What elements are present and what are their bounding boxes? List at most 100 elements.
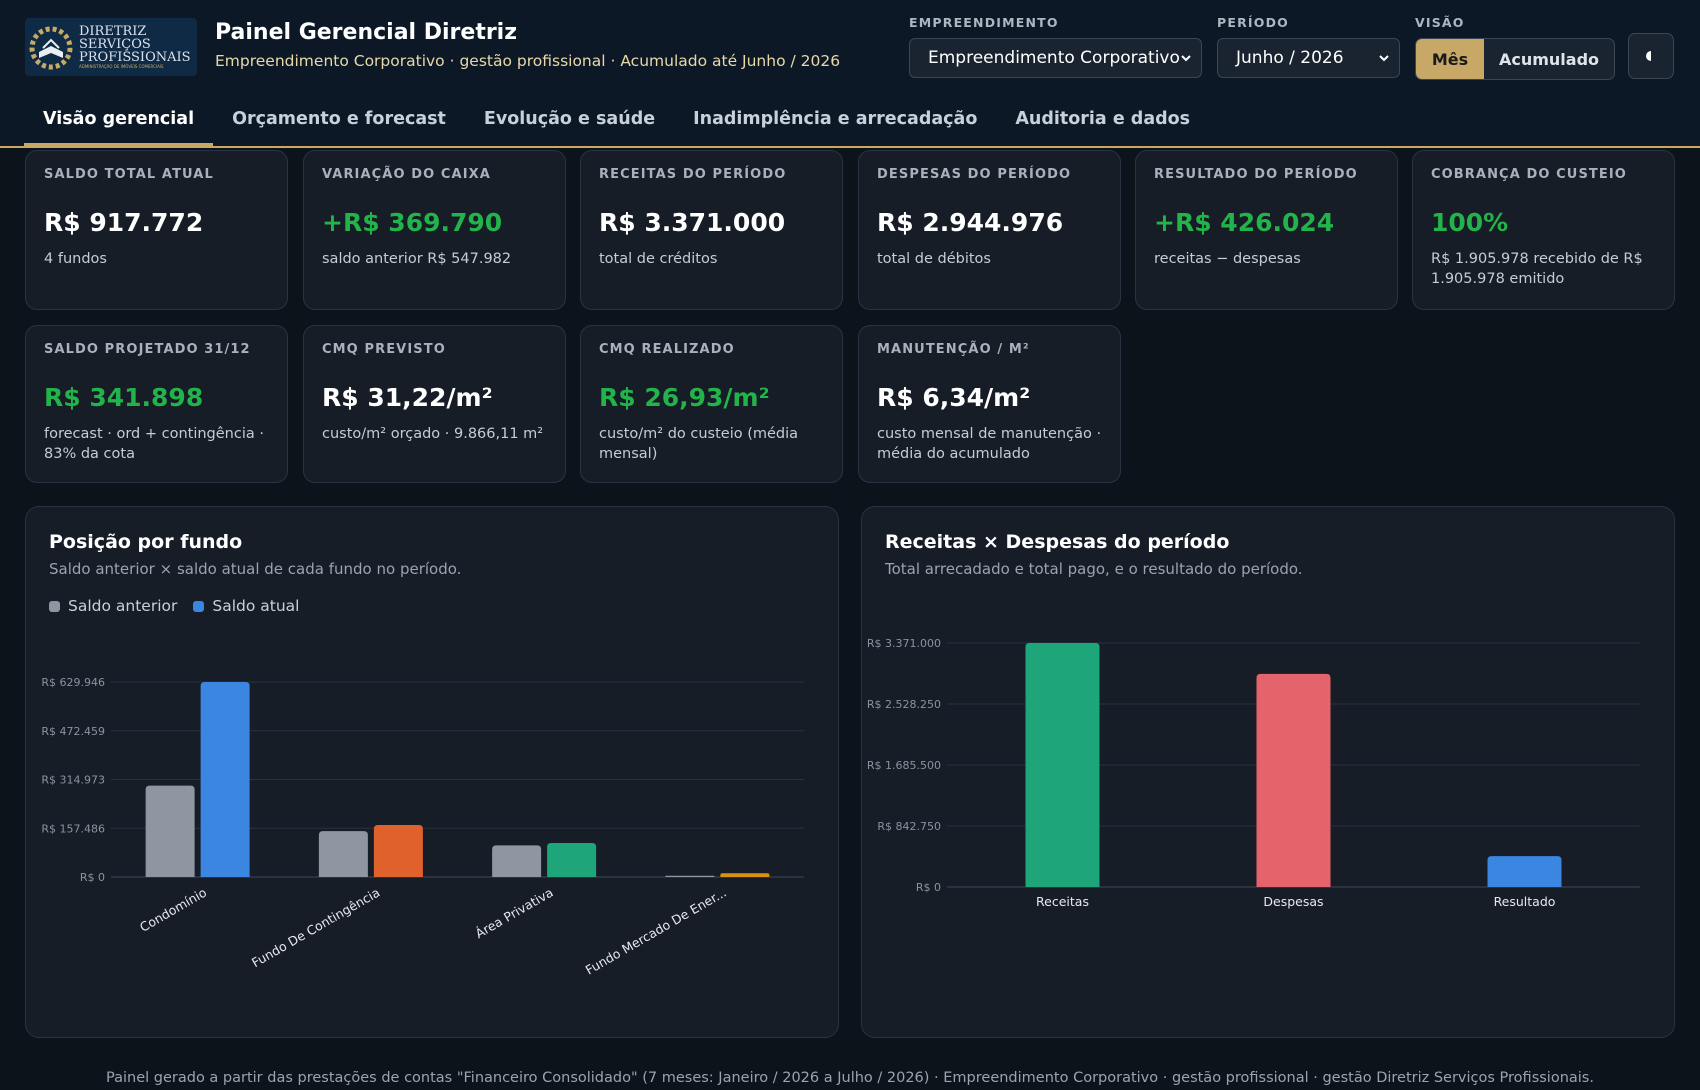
logo-tagline: ADMINISTRAÇÃO DE IMÓVEIS COMERCIAIS [79, 64, 164, 69]
kpi-value: R$ 26,93/m² [599, 383, 770, 412]
x-tick-label: Fundo Mercado De Ener... [583, 885, 729, 978]
y-tick-label: R$ 472.459 [41, 725, 105, 738]
kpi-label: RESULTADO DO PERÍODO [1154, 167, 1358, 182]
theme-toggle-button[interactable] [1628, 33, 1674, 79]
x-tick-label: Resultado [1494, 894, 1556, 909]
company-logo: DIRETRIZ SERVIÇOS PROFISSIONAIS ADMINIST… [25, 18, 197, 76]
chart-legend: Saldo anterior Saldo atual [49, 597, 299, 615]
periodo-label: PERÍODO [1217, 15, 1290, 30]
y-tick-label: R$ 1.685.500 [867, 759, 941, 772]
panel-posicao-fundo: Posição por fundo Saldo anterior × saldo… [25, 506, 839, 1038]
kpi-desc: total de créditos [599, 251, 718, 267]
kpi-card-manutencao-m2: MANUTENÇÃO / M² R$ 6,34/m² custo mensal … [858, 325, 1121, 483]
revenue-expense-chart: R$ 0 R$ 842.750 R$ 1.685.500 R$ 2.528.250 R$… [867, 637, 1640, 909]
kpi-label: CMQ PREVISTO [322, 342, 446, 357]
kpi-label: MANUTENÇÃO / M² [877, 342, 1030, 357]
panel-title: Posição por fundo [49, 531, 243, 553]
y-tick-label: R$ 0 [80, 871, 105, 884]
logo-line2: SERVIÇOS [79, 37, 151, 52]
panel-subtitle: Saldo anterior × saldo atual de cada fun… [49, 560, 462, 578]
empreendimento-select[interactable]: Empreendimento Corporativo [909, 38, 1202, 78]
kpi-value: R$ 2.944.976 [877, 208, 1064, 237]
panel-title: Receitas × Despesas do período [885, 531, 1230, 553]
y-tick-label: R$ 0 [916, 881, 941, 894]
tab-evolucao-saude[interactable]: Evolução e saúde [483, 109, 656, 129]
bar-saldo-atual [373, 824, 423, 877]
kpi-card-saldo-total: SALDO TOTAL ATUAL R$ 917.772 4 fundos [25, 150, 288, 310]
y-tick-label: R$ 157.486 [41, 822, 105, 835]
kpi-label: SALDO PROJETADO 31/12 [44, 342, 251, 357]
visao-option-mes[interactable]: Mês [1416, 39, 1484, 79]
kpi-desc: R$ 1.905.978 recebido de R$ 1.905.978 em… [1431, 251, 1643, 287]
legend-label: Saldo atual [212, 597, 300, 615]
kpi-desc: 4 fundos [44, 251, 107, 267]
legend-label: Saldo anterior [68, 597, 178, 615]
bar-despesas [1256, 673, 1331, 887]
bar-saldo-anterior [145, 785, 195, 877]
page-title: Painel Gerencial Diretriz [215, 20, 518, 45]
bar-resultado [1487, 856, 1562, 887]
kpi-desc: forecast · ord + contingência · 83% da c… [44, 426, 264, 462]
bar-saldo-anterior [665, 875, 715, 877]
visao-option-acumulado[interactable]: Acumulado [1498, 49, 1600, 69]
legend-item-saldo-anterior[interactable]: Saldo anterior [49, 597, 177, 615]
page-subtitle: Empreendimento Corporativo · gestão prof… [215, 52, 841, 70]
x-tick-label: Área Privativa [473, 885, 556, 942]
tab-visao-gerencial[interactable]: Visão gerencial [24, 92, 214, 146]
tab-inadimplencia[interactable]: Inadimplência e arrecadação [693, 109, 978, 129]
bar-saldo-anterior [318, 831, 368, 877]
kpi-label: COBRANÇA DO CUSTEIO [1431, 167, 1627, 182]
kpi-card-despesas: DESPESAS DO PERÍODO R$ 2.944.976 total d… [858, 150, 1121, 310]
kpi-label: DESPESAS DO PERÍODO [877, 167, 1072, 182]
kpi-value: R$ 3.371.000 [599, 208, 786, 237]
app-header: DIRETRIZ SERVIÇOS PROFISSIONAIS ADMINIST… [0, 0, 1700, 148]
bar-saldo-atual [720, 873, 770, 877]
bar-receitas [1025, 643, 1100, 887]
visao-toggle: Mês Acumulado [1415, 38, 1615, 80]
empreendimento-value: Empreendimento Corporativo [928, 48, 1180, 68]
kpi-value: R$ 341.898 [44, 383, 204, 412]
kpi-value: +R$ 369.790 [322, 208, 503, 237]
kpi-card-cmq-realizado: CMQ REALIZADO R$ 26,93/m² custo/m² do cu… [580, 325, 843, 483]
kpi-desc: total de débitos [877, 251, 991, 267]
kpi-card-variacao-caixa: VARIAÇÃO DO CAIXA +R$ 369.790 saldo ante… [303, 150, 566, 310]
y-tick-label: R$ 842.750 [877, 820, 941, 833]
page-footer: Painel gerado a partir das prestações de… [106, 1070, 1594, 1086]
periodo-select[interactable]: Junho / 2026 [1217, 38, 1400, 78]
chevron-down-icon [1379, 55, 1389, 62]
kpi-value: R$ 917.772 [44, 208, 204, 237]
kpi-desc: receitas − despesas [1154, 251, 1301, 267]
kpi-card-resultado: RESULTADO DO PERÍODO +R$ 426.024 receita… [1135, 150, 1398, 310]
kpi-label: VARIAÇÃO DO CAIXA [322, 167, 491, 182]
logo-line1: DIRETRIZ [79, 24, 147, 39]
y-tick-label: R$ 629.946 [41, 676, 105, 689]
bar-saldo-anterior [492, 845, 542, 877]
tab-orcamento-forecast[interactable]: Orçamento e forecast [232, 109, 446, 129]
x-tick-label: Receitas [1036, 894, 1089, 909]
kpi-card-cobranca: COBRANÇA DO CUSTEIO 100% R$ 1.905.978 re… [1412, 150, 1675, 310]
x-tick-label: Despesas [1263, 894, 1323, 909]
kpi-desc: custo/m² do custeio (média mensal) [599, 426, 799, 462]
fund-position-chart: R$ 0 R$ 157.486 R$ 314.973 R$ 472.459 R$ 629… [41, 676, 804, 978]
main-tabs: Visão gerencial Orçamento e forecast Evo… [24, 92, 1209, 146]
tab-auditoria[interactable]: Auditoria e dados [1015, 109, 1191, 129]
periodo-value: Junho / 2026 [1236, 48, 1344, 68]
kpi-label: SALDO TOTAL ATUAL [44, 167, 214, 182]
half-moon-icon [1646, 51, 1651, 61]
chevron-down-icon [1181, 55, 1191, 62]
bar-saldo-atual [200, 682, 250, 877]
x-tick-label: Fundo De Contingência [249, 885, 382, 971]
kpi-label: RECEITAS DO PERÍODO [599, 167, 787, 182]
logo-line3: PROFISSIONAIS [79, 50, 191, 65]
legend-item-saldo-atual[interactable]: Saldo atual [193, 597, 299, 615]
kpi-value: +R$ 426.024 [1154, 208, 1335, 237]
legend-swatch [49, 600, 60, 612]
panel-receitas-despesas: Receitas × Despesas do período Total arr… [861, 506, 1675, 1038]
kpi-value: R$ 31,22/m² [322, 383, 493, 412]
visao-label: VISÃO [1415, 15, 1465, 30]
panel-subtitle: Total arrecadado e total pago, e o resul… [885, 560, 1303, 578]
gear-book-icon [29, 26, 73, 70]
kpi-desc: saldo anterior R$ 547.982 [322, 251, 512, 267]
kpi-desc: custo/m² orçado · 9.866,11 m² [322, 426, 544, 442]
y-tick-label: R$ 2.528.250 [867, 698, 941, 711]
